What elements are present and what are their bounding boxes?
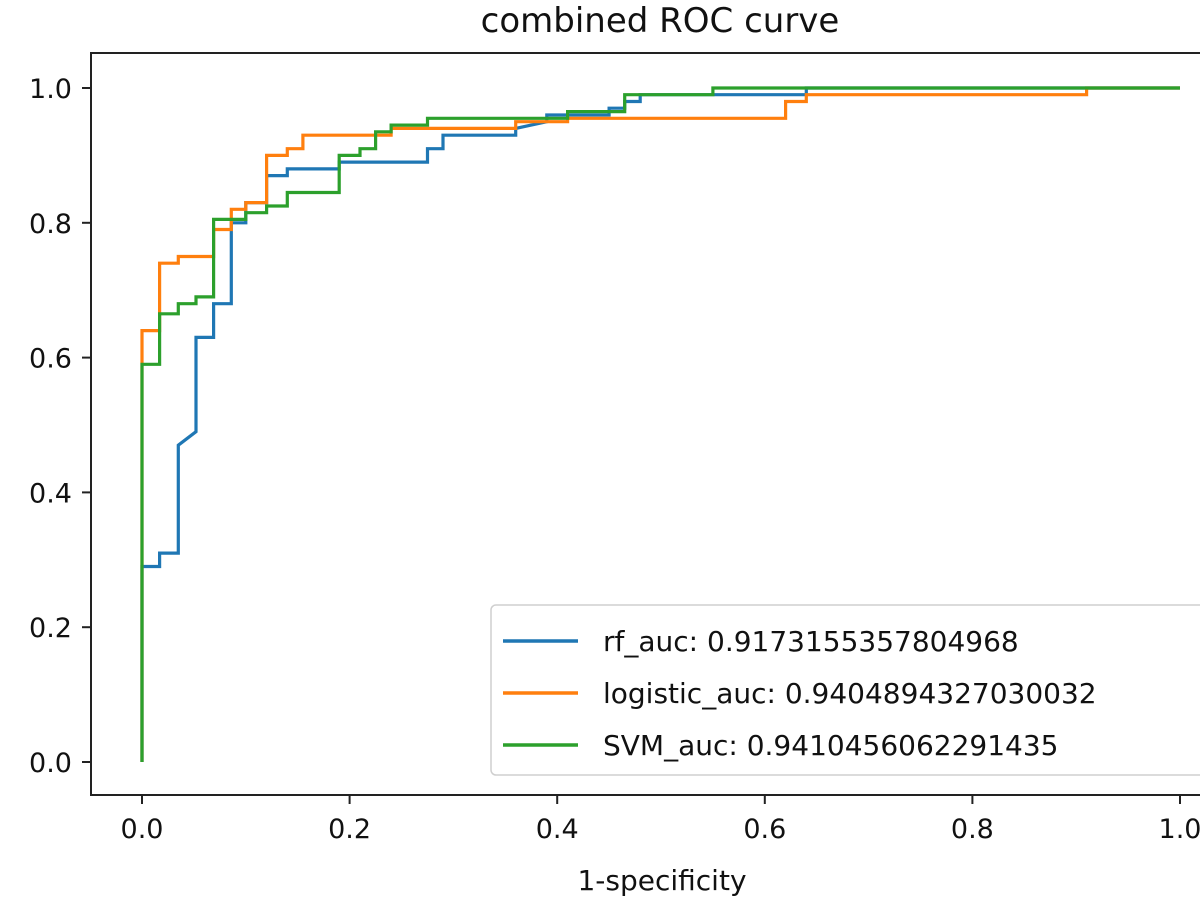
legend-label-1: logistic_auc: 0.9404894327030032 bbox=[603, 677, 1097, 710]
legend: rf_auc: 0.9173155357804968 logistic_auc: … bbox=[490, 604, 1200, 776]
legend-box bbox=[490, 604, 1200, 776]
y-tick-label: 1.0 bbox=[29, 74, 72, 105]
x-axis: 0.0 0.2 0.4 0.6 0.8 1.0 bbox=[121, 795, 1200, 845]
x-tick-label: 1.0 bbox=[1159, 814, 1200, 845]
roc-series-line-1 bbox=[140, 86, 1180, 762]
x-axis-label: 1-specificity bbox=[577, 864, 746, 897]
chart-title: combined ROC curve bbox=[481, 1, 840, 41]
y-axis: 0.0 0.2 0.4 0.6 0.8 1.0 bbox=[29, 74, 91, 779]
x-tick-label: 0.2 bbox=[328, 814, 371, 845]
plot-area bbox=[140, 86, 1180, 762]
y-tick-label: 0.6 bbox=[29, 344, 72, 375]
plot-frame bbox=[90, 52, 1200, 796]
y-tick-label: 0.0 bbox=[29, 748, 72, 779]
x-tick-label: 0.6 bbox=[743, 814, 786, 845]
y-tick-label: 0.2 bbox=[29, 613, 72, 644]
y-tick-label: 0.4 bbox=[29, 478, 72, 509]
x-tick-label: 0.0 bbox=[121, 814, 164, 845]
x-tick-label: 0.8 bbox=[951, 814, 994, 845]
legend-label-0: rf_auc: 0.9173155357804968 bbox=[603, 625, 1019, 658]
x-tick-label: 0.4 bbox=[536, 814, 579, 845]
roc-series-line-2 bbox=[140, 86, 1180, 762]
y-tick-label: 0.8 bbox=[29, 209, 72, 240]
legend-label-2: SVM_auc: 0.9410456062291435 bbox=[603, 729, 1058, 762]
